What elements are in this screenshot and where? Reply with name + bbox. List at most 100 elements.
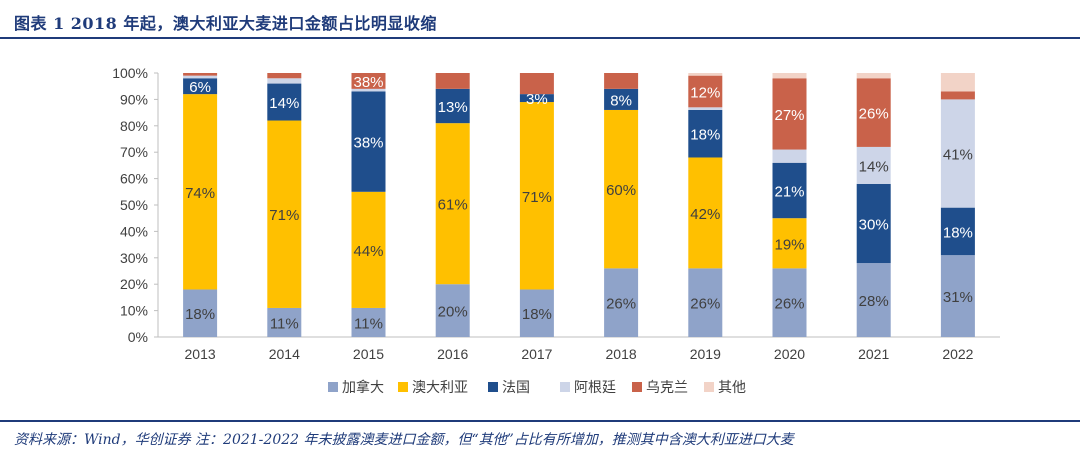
bar-segment <box>267 120 302 308</box>
bar-segment <box>940 255 975 337</box>
legend-swatch <box>328 382 338 392</box>
bar-segment <box>772 268 807 337</box>
data-label: 27% <box>774 107 804 124</box>
x-tick-label: 2013 <box>185 346 216 362</box>
stacked-bar-chart: 0% 10% 20% 30% 40% 50% 60% 70% 80% 90% 100% 18% 74% 6… <box>112 65 1000 396</box>
bar-segment <box>267 307 302 337</box>
bar-segment <box>940 99 975 208</box>
data-label: 18% <box>690 127 720 144</box>
legend-label: 其他 <box>718 380 746 396</box>
bar-segment <box>604 268 639 337</box>
bar-segment <box>604 73 639 89</box>
bar-segment <box>688 75 723 108</box>
bar-segment <box>183 94 218 290</box>
x-tick-label: 2018 <box>606 346 637 362</box>
y-tick-label: 80% <box>120 118 148 134</box>
data-label: 71% <box>269 207 299 224</box>
bar-segment <box>351 73 386 89</box>
bar-segment <box>856 78 891 147</box>
bar-segment <box>267 73 302 79</box>
data-label: 44% <box>353 243 383 260</box>
legend-label: 乌克兰 <box>646 380 688 396</box>
bar-segment <box>772 78 807 150</box>
bar-segment <box>772 218 807 269</box>
bar-segment <box>519 289 554 337</box>
bar-segment <box>604 88 639 110</box>
data-label: 18% <box>943 224 973 241</box>
legend-swatch <box>632 382 642 392</box>
chart-title: 图表 1 2018 年起，澳大利亚大麦进口金额占比明显收缩 <box>14 14 437 33</box>
data-label: 11% <box>270 315 299 332</box>
bar-segment <box>519 102 554 290</box>
legend-swatch <box>398 382 408 392</box>
legend-label: 阿根廷 <box>574 380 616 396</box>
bar-segment <box>940 91 975 100</box>
data-label: 38% <box>353 135 383 152</box>
bar-segment <box>183 75 218 79</box>
data-label: 12% <box>690 84 720 101</box>
data-label: 11% <box>354 315 383 332</box>
y-tick-label: 50% <box>120 197 148 213</box>
bar-segment <box>688 107 723 110</box>
data-label: 3% <box>526 91 548 108</box>
x-tick-label: 2019 <box>690 346 721 362</box>
bar-segment <box>940 73 975 92</box>
x-tick-label: 2015 <box>353 346 384 362</box>
bar-segment <box>351 307 386 337</box>
data-label: 61% <box>438 197 468 214</box>
legend-swatch <box>560 382 570 392</box>
data-label: 74% <box>185 185 215 202</box>
data-label: 26% <box>774 296 804 313</box>
bar-segment <box>772 149 807 163</box>
x-tick-label: 2021 <box>858 346 889 362</box>
bar-segment <box>351 88 386 92</box>
bar-segment <box>519 94 554 103</box>
x-tick-label: 2022 <box>942 346 973 362</box>
data-label: 14% <box>269 95 299 112</box>
data-label: 26% <box>690 296 720 313</box>
bar-segment <box>267 83 302 121</box>
x-tick-label: 2016 <box>437 346 468 362</box>
bar-segment <box>688 109 723 158</box>
bar-segment <box>435 88 470 124</box>
data-label: 6% <box>189 79 211 96</box>
bar-segment <box>856 146 891 184</box>
bar-segment <box>351 191 386 308</box>
data-label: 28% <box>859 293 889 310</box>
data-label: 20% <box>438 304 468 321</box>
legend-label: 法国 <box>502 380 530 396</box>
data-label: 41% <box>943 147 973 164</box>
data-label: 21% <box>774 183 804 200</box>
y-tick-label: 0% <box>128 329 148 345</box>
data-label: 18% <box>522 306 552 323</box>
data-label: 38% <box>353 74 383 91</box>
title-divider <box>0 37 1080 39</box>
bar-segment <box>435 73 470 89</box>
bar-segment <box>183 73 218 76</box>
data-label: 71% <box>522 189 552 206</box>
y-tick-label: 30% <box>120 250 148 266</box>
data-label: 30% <box>859 216 889 233</box>
y-tick-label: 70% <box>120 144 148 160</box>
data-label: 8% <box>610 92 632 109</box>
data-label: 13% <box>438 99 468 116</box>
bar-segment <box>183 78 218 95</box>
bar-segment <box>856 263 891 337</box>
y-tick-label: 60% <box>120 171 148 187</box>
y-tick-label: 20% <box>120 276 148 292</box>
bar-segment <box>856 73 891 79</box>
bar-segment <box>351 91 386 192</box>
bar-segment <box>435 123 470 285</box>
source-note: 资料来源：Wind，华创证券 注：2021-2022 年未披露澳麦进口金额，但“… <box>14 432 794 448</box>
data-label: 14% <box>859 158 889 175</box>
x-tick-label: 2014 <box>269 346 300 362</box>
bar-segment <box>267 78 302 84</box>
y-tick-label: 10% <box>120 303 148 319</box>
bar-segment <box>688 157 723 269</box>
legend-swatch <box>704 382 714 392</box>
bar-segment <box>435 284 470 337</box>
y-tick-label: 90% <box>120 91 148 107</box>
legend-label: 澳大利亚 <box>412 380 468 396</box>
x-tick-label: 2020 <box>774 346 805 362</box>
data-label: 19% <box>774 236 804 253</box>
